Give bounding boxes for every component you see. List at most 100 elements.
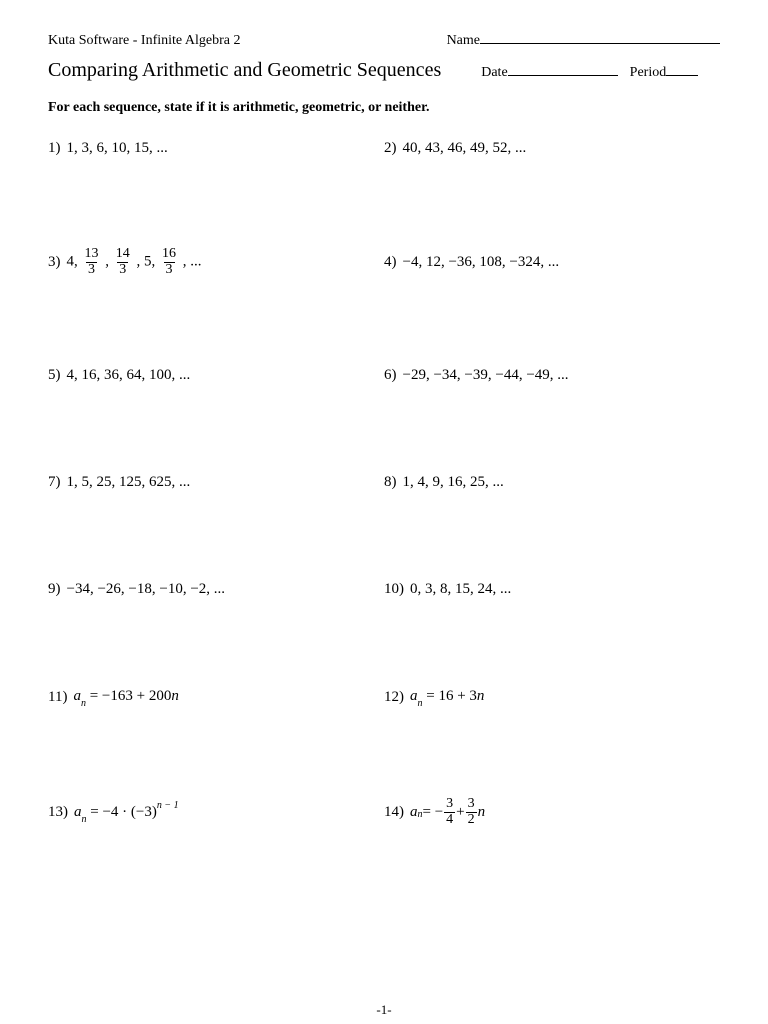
math-sub: n [82, 814, 87, 825]
problem-number: 9) [48, 581, 61, 598]
math-eq: = − [423, 804, 444, 821]
frac-num: 13 [83, 247, 101, 262]
problem-2: 2) 40, 43, 46, 49, 52, ... [384, 140, 720, 157]
problem-9: 9) −34, −26, −18, −10, −2, ... [48, 581, 384, 598]
problem-11: 11) an = −163 + 200n [48, 688, 384, 707]
date-blank[interactable] [508, 64, 618, 76]
seq-sep: , 5, [137, 254, 160, 270]
period-blank[interactable] [666, 64, 698, 76]
problem-row: 9) −34, −26, −18, −10, −2, ... 10) 0, 3,… [48, 581, 720, 598]
problem-4: 4) −4, 12, −36, 108, −324, ... [384, 247, 720, 277]
seq-sep: , [105, 254, 113, 270]
date-period-group: Date Period [481, 64, 698, 81]
problem-number: 13) [48, 804, 68, 821]
problem-number: 8) [384, 474, 397, 491]
problem-text: 1, 3, 6, 10, 15, ... [67, 140, 168, 157]
problem-text: an = 16 + 3n [410, 688, 484, 707]
frac-den: 2 [466, 812, 477, 828]
problem-text: an = −4 · (−3)n − 1 [74, 802, 179, 823]
math-expr: = 16 + 3 [423, 688, 477, 704]
problem-14: 14) an = − 34 + 32 n [384, 797, 720, 827]
problem-text: 4, 16, 36, 64, 100, ... [67, 367, 191, 384]
seq-tail: , ... [183, 254, 202, 270]
math-var: a [74, 804, 82, 820]
problem-number: 12) [384, 689, 404, 706]
worksheet-page: Kuta Software - Infinite Algebra 2 Name … [0, 0, 768, 828]
name-field: Name [447, 32, 720, 49]
problem-5: 5) 4, 16, 36, 64, 100, ... [48, 367, 384, 384]
problem-text: 0, 3, 8, 15, 24, ... [410, 581, 511, 598]
problem-text: −29, −34, −39, −44, −49, ... [403, 367, 569, 384]
problem-row: 7) 1, 5, 25, 125, 625, ... 8) 1, 4, 9, 1… [48, 474, 720, 491]
problem-number: 4) [384, 254, 397, 271]
problem-row: 5) 4, 16, 36, 64, 100, ... 6) −29, −34, … [48, 367, 720, 384]
problem-number: 10) [384, 581, 404, 598]
problem-8: 8) 1, 4, 9, 16, 25, ... [384, 474, 720, 491]
problem-10: 10) 0, 3, 8, 15, 24, ... [384, 581, 720, 598]
frac-den: 3 [164, 262, 175, 278]
frac-den: 3 [86, 262, 97, 278]
problem-number: 1) [48, 140, 61, 157]
fraction: 34 [444, 797, 455, 827]
frac-num: 3 [466, 797, 477, 812]
problem-number: 5) [48, 367, 61, 384]
problems-grid: 1) 1, 3, 6, 10, 15, ... 2) 40, 43, 46, 4… [48, 140, 720, 828]
frac-den: 3 [117, 262, 128, 278]
title-row: Comparing Arithmetic and Geometric Seque… [48, 59, 720, 82]
period-label: Period [630, 65, 667, 81]
math-sub: n [418, 809, 423, 820]
math-expr: = −163 + 200 [86, 688, 171, 704]
math-expr: = −4 · (−3) [87, 804, 157, 820]
name-label: Name [447, 33, 480, 49]
problem-text: 1, 4, 9, 16, 25, ... [403, 474, 504, 491]
problem-text: an = −163 + 200n [73, 688, 178, 707]
instructions: For each sequence, state if it is arithm… [48, 100, 720, 116]
problem-13: 13) an = −4 · (−3)n − 1 [48, 797, 384, 827]
frac-num: 3 [444, 797, 455, 812]
problem-number: 7) [48, 474, 61, 491]
worksheet-title: Comparing Arithmetic and Geometric Seque… [48, 59, 441, 82]
fraction: 133 [83, 247, 101, 277]
frac-num: 14 [114, 247, 132, 262]
problem-number: 6) [384, 367, 397, 384]
problem-3: 3) 4, 133 , 143 , 5, 163 , ... [48, 247, 384, 277]
problem-number: 14) [384, 804, 404, 821]
math-sub: n [418, 698, 423, 709]
problem-text: 4, 133 , 143 , 5, 163 , ... [67, 247, 202, 277]
problem-text: −34, −26, −18, −10, −2, ... [67, 581, 226, 598]
frac-num: 16 [160, 247, 178, 262]
problem-text: −4, 12, −36, 108, −324, ... [403, 254, 560, 271]
problem-text: 40, 43, 46, 49, 52, ... [403, 140, 527, 157]
problem-text: 1, 5, 25, 125, 625, ... [67, 474, 191, 491]
problem-row: 11) an = −163 + 200n 12) an = 16 + 3n [48, 688, 720, 707]
header-row: Kuta Software - Infinite Algebra 2 Name [48, 32, 720, 49]
software-label: Kuta Software - Infinite Algebra 2 [48, 33, 240, 49]
name-blank[interactable] [480, 32, 720, 44]
fraction: 163 [160, 247, 178, 277]
frac-den: 4 [444, 812, 455, 828]
math-var: n [477, 688, 485, 704]
problem-number: 2) [384, 140, 397, 157]
problem-number: 11) [48, 689, 67, 706]
math-var: a [410, 688, 418, 704]
math-plus: + [456, 804, 464, 821]
math-sub: n [81, 698, 86, 709]
problem-7: 7) 1, 5, 25, 125, 625, ... [48, 474, 384, 491]
problem-6: 6) −29, −34, −39, −44, −49, ... [384, 367, 720, 384]
problem-12: 12) an = 16 + 3n [384, 688, 720, 707]
math-var: a [410, 804, 418, 821]
math-var: a [73, 688, 81, 704]
date-label: Date [481, 65, 507, 81]
problem-row: 1) 1, 3, 6, 10, 15, ... 2) 40, 43, 46, 4… [48, 140, 720, 157]
math-var: n [478, 804, 486, 821]
page-footer: -1- [0, 1002, 768, 1018]
problem-row: 3) 4, 133 , 143 , 5, 163 , ... 4) −4, 12… [48, 247, 720, 277]
seq-lead: 4, [67, 254, 82, 270]
math-sup: n − 1 [157, 800, 179, 811]
fraction: 143 [114, 247, 132, 277]
fraction: 32 [466, 797, 477, 827]
problem-text: an = − 34 + 32 n [410, 797, 485, 827]
problem-row: 13) an = −4 · (−3)n − 1 14) an = − 34 + … [48, 797, 720, 827]
problem-1: 1) 1, 3, 6, 10, 15, ... [48, 140, 384, 157]
math-var: n [171, 688, 179, 704]
